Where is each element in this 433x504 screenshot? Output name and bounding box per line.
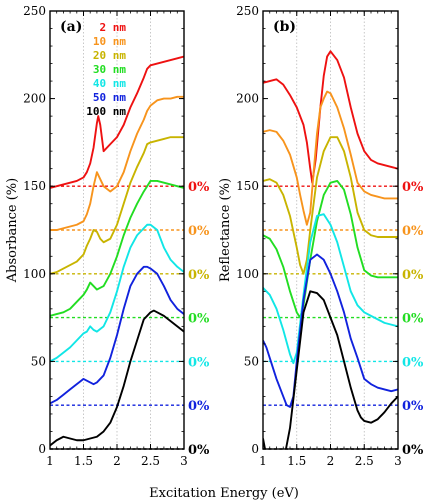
series-line xyxy=(50,136,184,275)
series-line xyxy=(50,223,184,363)
series-line xyxy=(50,95,184,231)
zero-label: 0% xyxy=(402,224,424,239)
series-line xyxy=(263,290,398,449)
legend-entry: 100 nm xyxy=(86,105,126,118)
series-line xyxy=(263,213,398,365)
series-line xyxy=(50,265,184,405)
y-axis-title: Absorbance (%) xyxy=(5,178,20,283)
legend-entry: 20 nm xyxy=(93,49,126,62)
legend-entry: 2 nm xyxy=(100,21,127,34)
zero-label: 0% xyxy=(402,180,424,195)
zero-label: 0% xyxy=(188,224,210,239)
x-tick-label: 2.5 xyxy=(141,454,160,468)
zero-label: 0% xyxy=(188,443,210,458)
zero-label: 0% xyxy=(188,355,210,370)
zero-label: 0% xyxy=(402,443,424,458)
legend-entry: 50 nm xyxy=(93,91,126,104)
y-tick-label: 200 xyxy=(236,92,259,106)
legend-entry: 40 nm xyxy=(93,77,126,90)
zero-label: 0% xyxy=(402,399,424,414)
panel-label: (b) xyxy=(273,19,296,35)
zero-label: 0% xyxy=(188,312,210,327)
x-tick-label: 1.5 xyxy=(287,454,306,468)
y-tick-label: 50 xyxy=(31,354,46,368)
y-tick-label: 0 xyxy=(251,442,259,456)
x-axis-title: Excitation Energy (eV) xyxy=(149,486,299,501)
panel-reflectance: 0% 0% 0% 0% 0% 0% 0% 1 1.5 2 2.5 3 0 50 100 150 200 250 Re… xyxy=(218,4,424,468)
series-line xyxy=(50,55,184,189)
x-tick-label: 2.5 xyxy=(355,454,374,468)
x-tick-label: 1 xyxy=(259,454,267,468)
y-tick-label: 100 xyxy=(23,267,46,281)
series-line xyxy=(263,179,398,319)
series-line xyxy=(263,136,398,275)
x-tick-label: 2 xyxy=(327,454,335,468)
zero-label: 0% xyxy=(188,399,210,414)
x-tick-label: 2 xyxy=(113,454,121,468)
x-tick-label: 3 xyxy=(180,454,188,468)
series-line xyxy=(263,50,398,184)
zero-label: 0% xyxy=(402,312,424,327)
zero-label: 0% xyxy=(402,355,424,370)
panel-absorbance: 0% 0% 0% 0% 0% 0% 0% 1 1.5 2 2.5 3 0 50 100 150 200 250 Ab… xyxy=(5,4,210,468)
series-line xyxy=(50,309,184,447)
y-tick-label: 250 xyxy=(236,4,259,18)
series-line xyxy=(263,90,398,226)
series-line xyxy=(50,179,184,317)
x-tick-label: 3 xyxy=(394,454,402,468)
zero-label: 0% xyxy=(188,180,210,195)
zero-label: 0% xyxy=(188,268,210,283)
y-tick-label: 150 xyxy=(23,179,46,193)
y-tick-label: 100 xyxy=(236,267,259,281)
y-tick-label: 0 xyxy=(38,442,46,456)
series-line xyxy=(263,253,398,408)
y-tick-label: 250 xyxy=(23,4,46,18)
panel-label: (a) xyxy=(60,19,82,35)
y-tick-label: 150 xyxy=(236,179,259,193)
zero-label: 0% xyxy=(402,268,424,283)
legend-entry: 10 nm xyxy=(93,35,126,48)
y-axis-title: Reflectance (%) xyxy=(218,178,233,282)
y-tick-label: 50 xyxy=(244,354,259,368)
legend-entry: 30 nm xyxy=(93,63,126,76)
y-tick-label: 200 xyxy=(23,92,46,106)
x-tick-label: 1 xyxy=(46,454,54,468)
x-tick-label: 1.5 xyxy=(74,454,93,468)
